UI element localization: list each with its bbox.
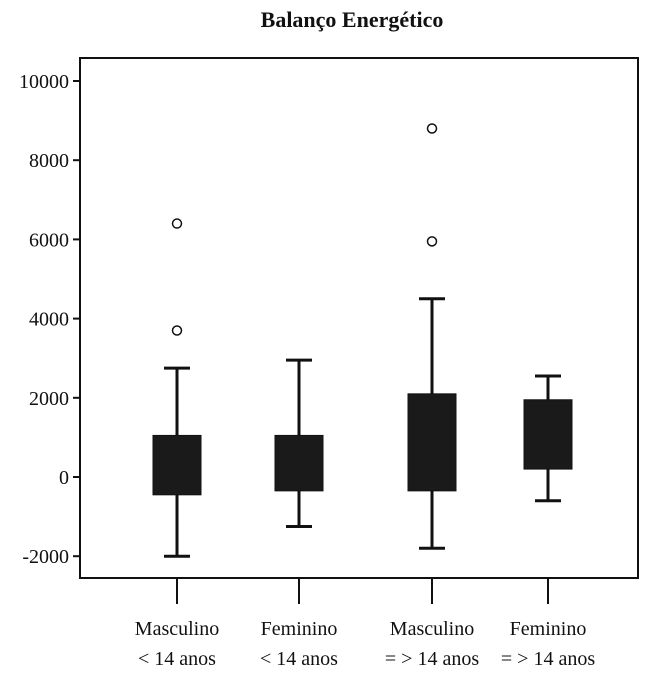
y-tick-label: 8000 bbox=[29, 150, 69, 172]
x-category-label: Feminino < 14 anos bbox=[260, 618, 338, 670]
x-category-label-line: < 14 anos bbox=[138, 648, 216, 670]
box bbox=[523, 399, 573, 470]
outlier-point bbox=[426, 236, 438, 247]
x-category-label-line: < 14 anos bbox=[260, 648, 338, 670]
x-category-label: Masculino = > 14 anos bbox=[385, 618, 479, 670]
y-tick-label: -2000 bbox=[22, 546, 69, 568]
x-category-label: Masculino < 14 anos bbox=[135, 618, 219, 670]
outlier-point bbox=[426, 123, 438, 134]
y-axis: -2000 0 2000 4000 6000 8000 10000 bbox=[19, 71, 80, 568]
box bbox=[152, 434, 202, 496]
x-category-label-line: = > 14 anos bbox=[385, 648, 479, 670]
y-tick-label: 4000 bbox=[29, 309, 69, 331]
box bbox=[407, 393, 457, 492]
x-category-label-line: Masculino bbox=[390, 618, 474, 640]
box bbox=[274, 434, 324, 492]
x-category-label-line: = > 14 anos bbox=[501, 648, 595, 670]
chart-title: Balanço Energético bbox=[261, 7, 444, 32]
y-tick-label: 2000 bbox=[29, 388, 69, 410]
x-category-label: Feminino = > 14 anos bbox=[501, 618, 595, 670]
y-tick-label: 0 bbox=[59, 467, 69, 489]
x-category-label-line: Feminino bbox=[261, 618, 338, 640]
y-tick-label: 6000 bbox=[29, 229, 69, 251]
outlier-point bbox=[171, 325, 183, 336]
boxes bbox=[152, 123, 573, 558]
x-category-label-line: Masculino bbox=[135, 618, 219, 640]
y-tick-label: 10000 bbox=[19, 71, 69, 93]
x-category-label-line: Feminino bbox=[510, 618, 587, 640]
outlier-point bbox=[171, 218, 183, 229]
